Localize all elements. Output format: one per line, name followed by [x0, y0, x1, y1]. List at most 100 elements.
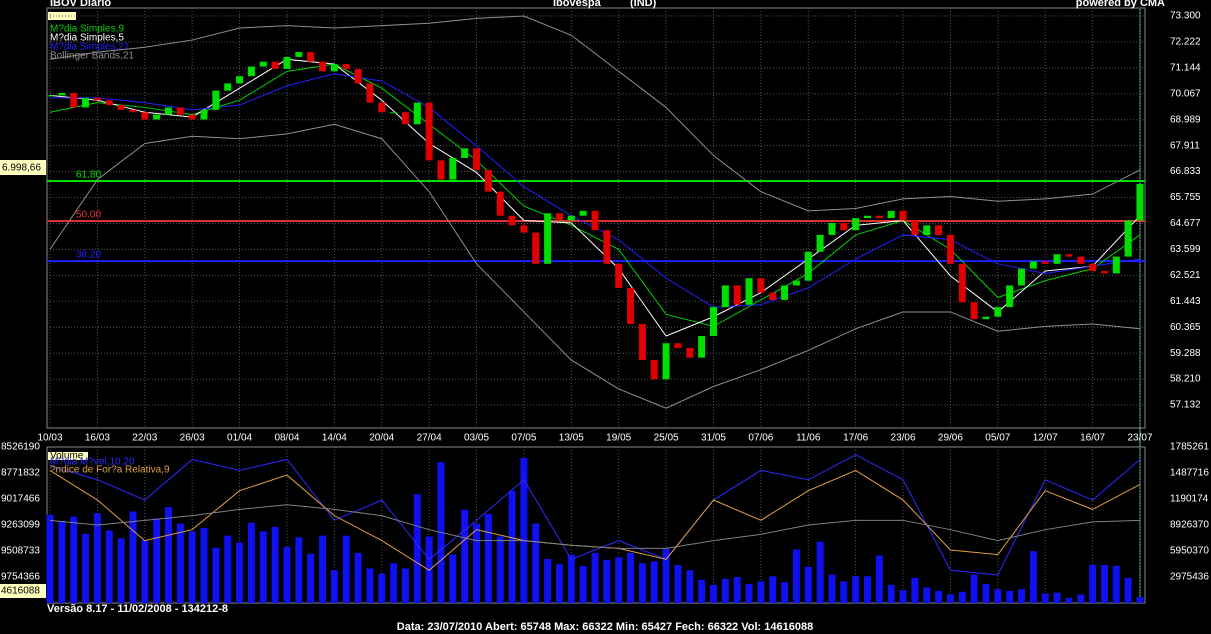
candle [946, 234, 954, 264]
volume-bar [674, 564, 682, 603]
last-price: 6.998,66 [2, 163, 41, 174]
candle [259, 61, 267, 67]
volume-bar [532, 523, 540, 603]
candle [662, 343, 670, 380]
candle [603, 230, 611, 264]
volume-left-label: 9017466 [1, 494, 40, 505]
y-tick-label: 71.144 [1170, 63, 1201, 74]
candle [638, 323, 646, 361]
volume-bar [567, 554, 575, 603]
candle [473, 148, 481, 170]
legend-entry: M?dia Simples,5 [50, 33, 124, 44]
y-tick-label: 57.132 [1170, 400, 1201, 411]
version: Versão 8.17 - 11/02/2008 - 134212-8 [47, 603, 228, 615]
volume-left-label: 4616088 [1, 586, 40, 597]
candle [935, 225, 943, 235]
legend-marker [48, 452, 88, 460]
volume-bar [129, 511, 137, 603]
x-tick-label: 31/05 [701, 433, 726, 444]
volume-left-label: 9754366 [1, 572, 40, 583]
x-tick-label: 25/05 [654, 433, 679, 444]
candle [733, 285, 741, 305]
indicator-line [49, 15, 1141, 212]
volume-bar [769, 576, 777, 603]
x-tick-label: 13/05 [559, 433, 584, 444]
x-tick-label: 16/03 [85, 433, 110, 444]
volume-left-label: 8526190 [1, 442, 40, 453]
legend-entry: Bollinger Bands,21 [50, 51, 134, 62]
y-tick-label: 65.755 [1170, 192, 1201, 203]
y-tick-label: 73.300 [1170, 11, 1201, 22]
volume-bar [840, 581, 848, 603]
volume-bar [555, 564, 563, 603]
volume-bar [875, 555, 883, 603]
volume-bar [1124, 577, 1132, 603]
volume-bar [792, 549, 800, 603]
volume-bar [1029, 551, 1037, 603]
x-tick-label: 07/05 [511, 433, 536, 444]
candle [1112, 256, 1120, 274]
candle [354, 68, 362, 84]
candle [615, 263, 623, 288]
candle [1018, 268, 1026, 286]
volume-bar [70, 516, 78, 603]
volume-bar [638, 563, 646, 603]
x-tick-label: 29/06 [938, 433, 963, 444]
candle [484, 169, 492, 192]
indicator-line [49, 58, 1141, 337]
volume-bar [342, 535, 350, 603]
candle [1136, 183, 1144, 221]
volume-bar [58, 520, 66, 603]
volume-bar [733, 577, 741, 603]
candle [982, 316, 990, 320]
volume-right-label: 2975436 [1170, 572, 1209, 583]
y-tick-label: 63.599 [1170, 244, 1201, 255]
candle [828, 222, 836, 235]
y-tick-label: 67.911 [1170, 140, 1200, 151]
volume-bar [461, 509, 469, 603]
volume-bar [46, 514, 54, 603]
candle [425, 102, 433, 161]
x-tick-label: 19/05 [606, 433, 631, 444]
candle [224, 83, 232, 91]
volume-bar [923, 587, 931, 603]
volume-right-label: 8926370 [1170, 520, 1209, 531]
volume-bar [781, 582, 789, 603]
volume-bar [117, 538, 125, 603]
volume-bar [271, 526, 279, 603]
oscillator-line [49, 504, 1141, 549]
level-label: 50.00 [76, 210, 101, 221]
volume-bar [662, 548, 670, 603]
volume-bar [816, 541, 824, 603]
volume-bar [709, 584, 717, 603]
volume-bar [935, 590, 943, 603]
candle [319, 61, 326, 72]
candle [1077, 256, 1085, 264]
level-label: 38.20 [76, 250, 101, 261]
candle [792, 280, 800, 286]
candle [117, 105, 125, 110]
x-tick-label: 08/04 [274, 433, 299, 444]
candle [82, 97, 90, 108]
candle [544, 213, 552, 264]
candle [769, 292, 777, 300]
candle [994, 307, 1002, 317]
volume-bar [1053, 592, 1061, 603]
volume-bar [520, 457, 528, 603]
volume-bar [259, 531, 267, 603]
y-tick-label: 58.210 [1170, 374, 1201, 385]
candle [46, 95, 54, 97]
x-tick-label: 05/07 [985, 433, 1010, 444]
volume-right-label: 1190174 [1170, 494, 1209, 505]
candle [508, 215, 516, 226]
volume-bar [627, 552, 635, 603]
x-tick-label: 22/03 [132, 433, 157, 444]
candle [757, 278, 765, 293]
candle [1041, 261, 1049, 264]
volume-bar [544, 558, 552, 603]
volume-bar [449, 554, 457, 603]
volume-bar [958, 591, 966, 603]
x-tick-label: 12/07 [1033, 433, 1058, 444]
candle [627, 287, 635, 324]
